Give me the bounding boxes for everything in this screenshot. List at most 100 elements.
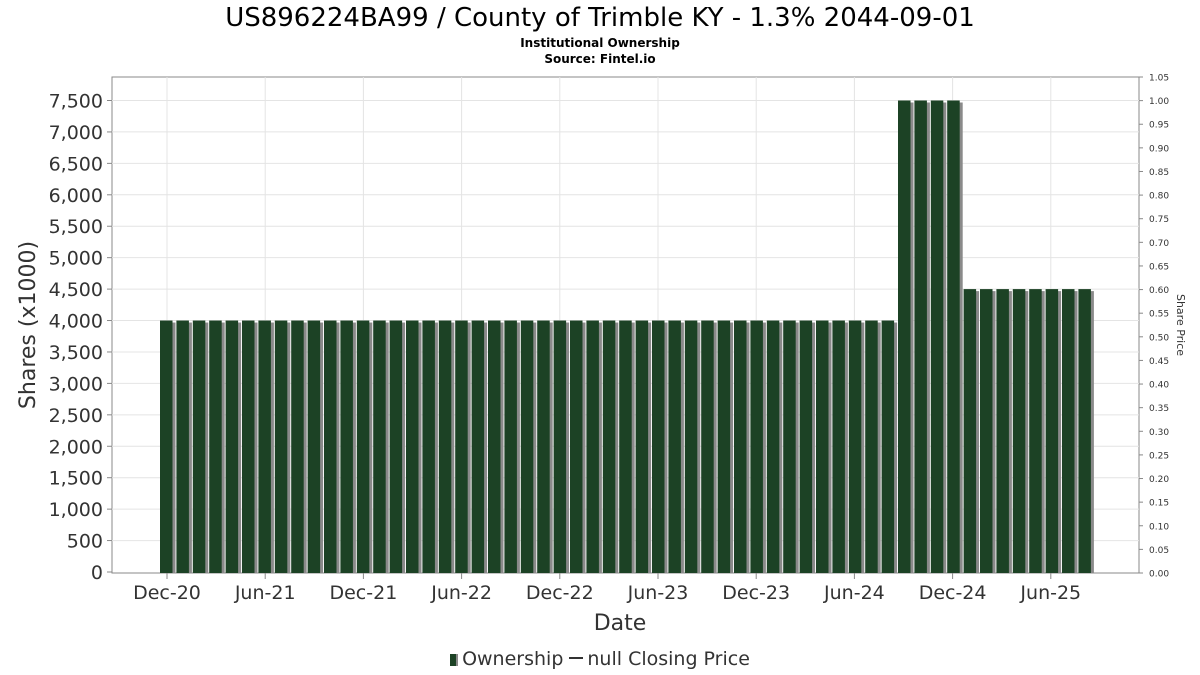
y2-tick-label: 0.05: [1149, 546, 1169, 556]
y-tick-label: 7,000: [49, 122, 103, 144]
y2-tick-label: 0.80: [1149, 192, 1169, 202]
y2-axis-label: Share Price: [1174, 294, 1187, 356]
ownership-bar: [160, 320, 173, 573]
ownership-bar: [1062, 289, 1075, 573]
y-tick-label: 7,500: [49, 91, 103, 113]
ownership-bar: [963, 289, 977, 573]
ownership-bar: [488, 320, 501, 573]
x-tick-label: Jun-22: [430, 582, 492, 604]
x-tick-label: Dec-21: [329, 582, 397, 604]
ownership-bar: [914, 100, 927, 573]
y2-tick-label: 0.75: [1149, 215, 1169, 225]
ownership-bar: [242, 320, 255, 573]
y-tick-label: 2,500: [49, 405, 103, 427]
ownership-bar: [865, 320, 878, 573]
y2-tick-label: 0.10: [1149, 522, 1169, 532]
ownership-bar: [307, 320, 321, 573]
ownership-bar: [537, 320, 550, 573]
ownership-bar: [1045, 289, 1059, 573]
ownership-bar: [848, 320, 862, 573]
y2-tick-label: 0.65: [1149, 262, 1169, 272]
x-tick-label: Dec-24: [919, 582, 987, 604]
ownership-bar: [701, 320, 714, 573]
y2-tick-label: 0.45: [1149, 357, 1169, 367]
y-tick-label: 5,500: [49, 216, 103, 238]
ownership-bar: [783, 320, 796, 573]
y-tick-label: 6,500: [49, 153, 103, 175]
y-tick-label: 0: [91, 562, 103, 584]
x-tick-label: Jun-23: [627, 582, 689, 604]
ownership-bar: [898, 100, 911, 573]
ownership-bar: [750, 320, 763, 573]
ownership-bar: [766, 320, 780, 573]
y2-tick-label: 0.35: [1149, 404, 1169, 414]
ownership-bar: [799, 320, 813, 573]
ownership-bar: [438, 320, 452, 573]
ownership-bar: [1029, 289, 1042, 573]
ownership-bar: [947, 100, 960, 573]
ownership-bar: [996, 289, 1009, 573]
ownership-bar: [832, 320, 845, 573]
ownership-bar: [324, 320, 337, 573]
y-tick-label: 500: [67, 531, 103, 553]
price-legend-swatch: [569, 657, 584, 659]
ownership-bar: [586, 320, 599, 573]
x-tick-label: Jun-24: [823, 582, 885, 604]
ownership-bar: [176, 320, 189, 573]
y2-tick-label: 0.55: [1149, 310, 1169, 320]
y-tick-label: 2,000: [49, 436, 103, 458]
y2-tick-label: 0.90: [1149, 144, 1169, 154]
ownership-bar: [816, 320, 829, 573]
ownership-bar: [668, 320, 681, 573]
ownership-bar: [455, 320, 468, 573]
y2-tick-label: 0.00: [1149, 570, 1169, 580]
ownership-bar: [389, 320, 403, 573]
y2-tick-label: 0.60: [1149, 286, 1169, 296]
y2-tick-label: 0.95: [1149, 121, 1169, 131]
ownership-legend-swatch: [450, 654, 459, 666]
y-axis-right: 0.00 0.05 0.10 0.15 0.20 0.25 0.30 0.35 0.40 0.45…: [1139, 74, 1169, 580]
ownership-bar: [356, 320, 370, 573]
y2-tick-label: 0.25: [1149, 451, 1169, 461]
x-tick-label: Dec-23: [722, 582, 790, 604]
y-tick-label: 3,500: [49, 342, 103, 364]
y-axis-label: Shares (x1000): [16, 241, 41, 409]
ownership-bar: [652, 320, 665, 573]
ownership-bar: [504, 320, 517, 573]
y2-tick-label: 0.15: [1149, 499, 1169, 509]
ownership-bar: [258, 320, 271, 573]
y-tick-label: 3,000: [49, 373, 103, 395]
y-tick-label: 6,000: [49, 185, 103, 207]
ownership-bar: [602, 320, 616, 573]
y2-tick-label: 0.30: [1149, 428, 1169, 438]
y-tick-label: 4,500: [49, 279, 103, 301]
y2-tick-label: 1.05: [1149, 74, 1169, 84]
ownership-bar: [340, 320, 353, 573]
ownership-bar: [881, 320, 895, 573]
ownership-bar: [520, 320, 534, 573]
y2-tick-label: 1.00: [1149, 97, 1169, 107]
ownership-bar: [570, 320, 583, 573]
ownership-bar: [209, 320, 222, 573]
y-tick-label: 1,000: [49, 499, 103, 521]
ownership-bar: [274, 320, 288, 573]
ownership-bar: [1078, 289, 1091, 573]
chart-subtitle-source: Source: Fintel.io: [544, 52, 656, 66]
ownership-bar: [734, 320, 747, 573]
x-tick-label: Jun-21: [234, 582, 296, 604]
x-tick-label: Dec-20: [133, 582, 201, 604]
ownership-bar: [553, 320, 567, 573]
x-tick-label: Dec-22: [526, 582, 594, 604]
ownership-bar: [422, 320, 435, 573]
ownership-bar: [406, 320, 419, 573]
chart-title: US896224BA99 / County of Trimble KY - 1.…: [225, 3, 975, 33]
x-axis-label: Date: [594, 611, 647, 636]
ownership-bar: [1012, 289, 1026, 573]
bar-series: [160, 100, 1094, 573]
ownership-bar: [684, 320, 698, 573]
ownership-bar: [225, 320, 239, 573]
y2-tick-label: 0.50: [1149, 333, 1169, 343]
y2-tick-label: 0.40: [1149, 381, 1169, 391]
y-tick-label: 1,500: [49, 468, 103, 490]
